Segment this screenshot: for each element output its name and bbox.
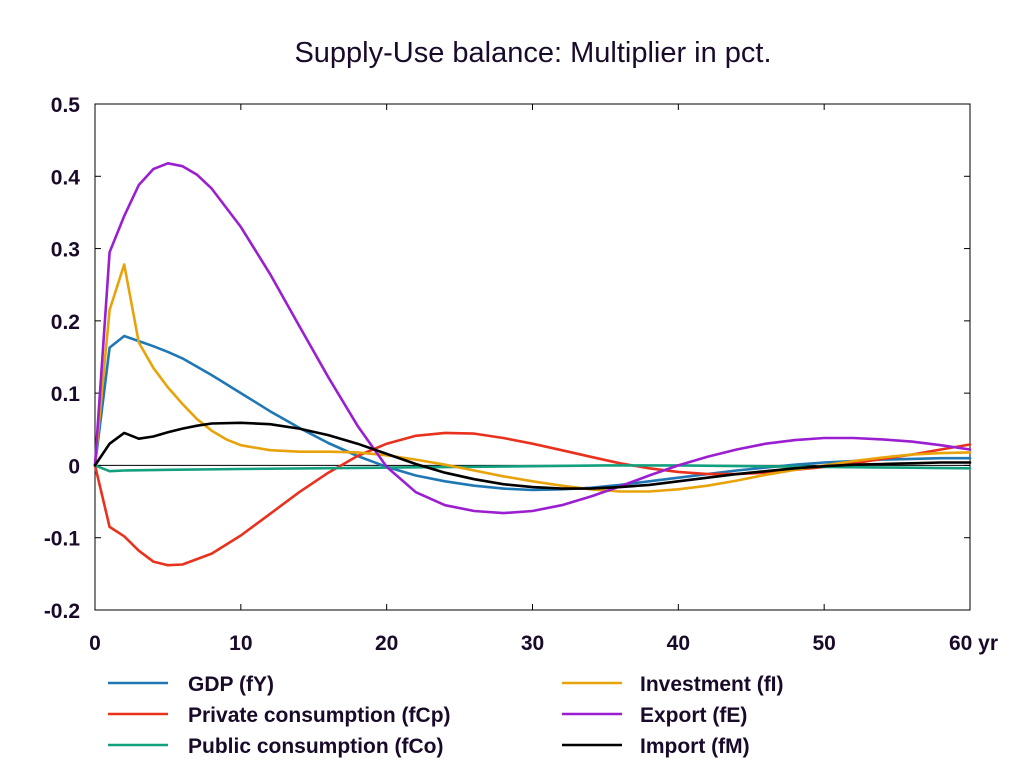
x-tick-label: 30 xyxy=(521,632,544,655)
legend-label-5: Import (fM) xyxy=(640,735,750,758)
series-line-5 xyxy=(93,421,972,490)
y-tick-label: 0.2 xyxy=(51,311,80,334)
plot-border xyxy=(94,103,971,611)
y-tick-label: 0.4 xyxy=(51,166,81,189)
y-tick-label: -0.1 xyxy=(44,528,81,551)
chart-title: Supply-Use balance: Multiplier in pct. xyxy=(294,37,771,69)
plot-frame xyxy=(94,103,971,611)
series-line-1 xyxy=(93,431,972,567)
y-tick-label: 0.1 xyxy=(51,383,81,406)
series-line-0 xyxy=(93,334,972,492)
legend-label-0: GDP (fY) xyxy=(188,673,274,696)
legend-label-3: Investment (fI) xyxy=(640,673,784,696)
x-tick-label: 60 yr xyxy=(949,632,998,655)
x-tick-label: 0 xyxy=(89,632,101,655)
legend-label-4: Export (fE) xyxy=(640,704,747,727)
x-tick-label: 40 xyxy=(667,632,690,655)
legend-label-1: Private consumption (fCp) xyxy=(188,704,451,727)
x-tick-label: 50 xyxy=(812,632,835,655)
x-tick-label: 20 xyxy=(375,632,398,655)
y-tick-label: -0.2 xyxy=(44,600,80,623)
legend: GDP (fY) Investment (fI) Private consumpti… xyxy=(108,673,784,758)
y-axis: -0.2 -0.1 0 0.1 0.2 0.3 0.4 0.5 xyxy=(44,94,970,623)
series-line-4 xyxy=(93,162,972,515)
x-tick-label: 10 xyxy=(229,632,252,655)
x-axis: 0 10 20 30 40 50 60 yr xyxy=(89,104,998,655)
y-tick-label: 0.3 xyxy=(51,239,80,262)
y-tick-label: 0.5 xyxy=(51,94,81,117)
y-tick-label: 0 xyxy=(68,455,80,478)
legend-label-2: Public consumption (fCo) xyxy=(188,735,443,758)
series-line-3 xyxy=(93,263,972,493)
series-lines xyxy=(93,162,972,567)
